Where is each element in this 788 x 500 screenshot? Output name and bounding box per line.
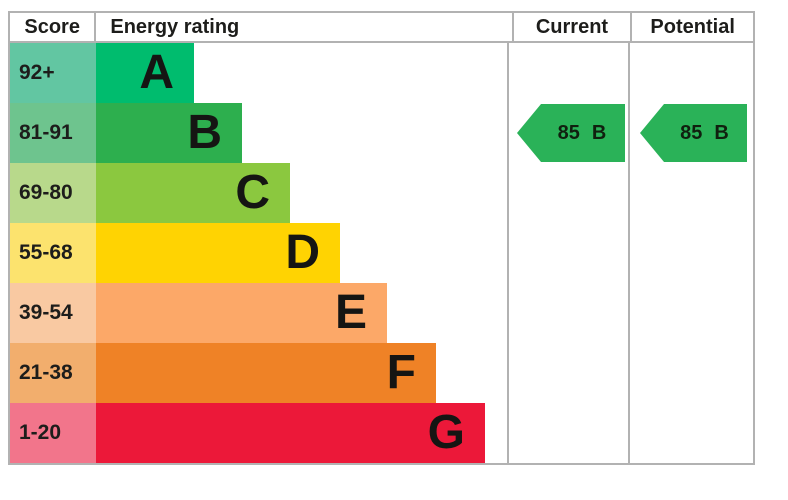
header-score: Score (10, 13, 97, 41)
band-row-f: 21-38 F (10, 343, 753, 403)
score-range-label: 92+ (10, 43, 96, 103)
current-band-letter: B (591, 121, 607, 144)
header-current: Current (514, 13, 633, 41)
band-bar-e: E (96, 283, 387, 343)
column-divider-energy-current (507, 43, 509, 463)
score-range-label: 69-80 (10, 163, 96, 223)
header-energy-rating: Energy rating (96, 13, 514, 41)
band-row-a: 92+ A (10, 43, 753, 103)
potential-score-value: 85 (680, 121, 703, 144)
band-bar-a: A (96, 43, 194, 103)
band-row-d: 55-68 D (10, 223, 753, 283)
band-row-c: 69-80 C (10, 163, 753, 223)
band-row-g: 1-20 G (10, 403, 753, 463)
table-body: 92+ A 81-91 B 69-80 C 55-68 D 39-54 E 21… (10, 43, 753, 463)
score-range-label: 1-20 (10, 403, 96, 463)
column-divider-current-potential (628, 43, 630, 463)
band-row-b: 81-91 B (10, 103, 753, 163)
band-bar-b: B (96, 103, 242, 163)
score-range-label: 55-68 (10, 223, 96, 283)
score-range-label: 21-38 (10, 343, 96, 403)
header-potential: Potential (650, 15, 735, 38)
score-range-label: 39-54 (10, 283, 96, 343)
epc-table: Score Energy rating Current Potential 92… (8, 11, 755, 465)
score-range-label: 81-91 (10, 103, 96, 163)
band-bar-d: D (96, 223, 340, 283)
band-bar-c: C (96, 163, 290, 223)
band-bar-f: F (96, 343, 436, 403)
band-bar-g: G (96, 403, 485, 463)
potential-band-letter: B (714, 121, 729, 144)
current-rating-arrow: 85 B (517, 104, 625, 162)
potential-rating-arrow: 85 B (640, 104, 747, 162)
current-score-value: 85 (557, 121, 580, 144)
table-header-row: Score Energy rating Current Potential (10, 13, 753, 43)
band-row-e: 39-54 E (10, 283, 753, 343)
